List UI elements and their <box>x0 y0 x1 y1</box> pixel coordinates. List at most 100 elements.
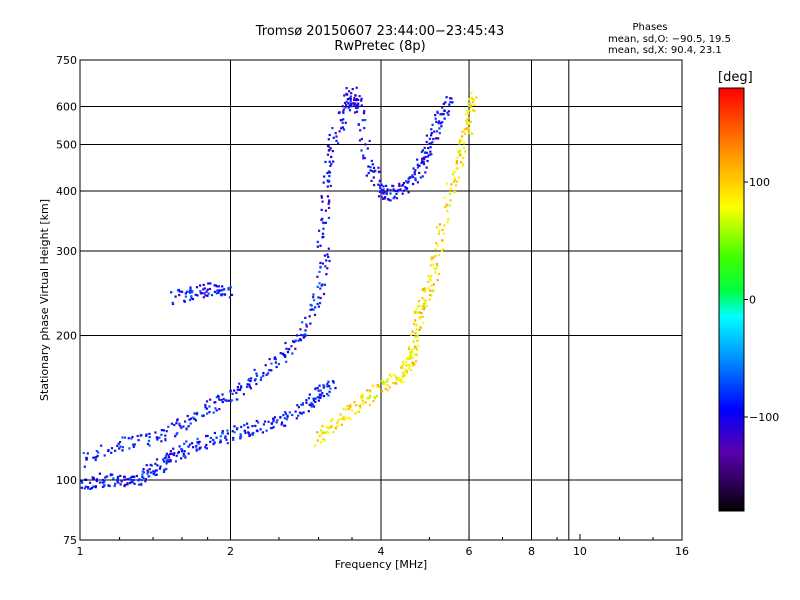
data-point <box>213 284 216 287</box>
data-point <box>204 294 207 297</box>
data-point <box>297 406 300 409</box>
data-point <box>448 103 451 106</box>
data-point <box>425 166 428 169</box>
data-point <box>354 404 358 407</box>
data-point <box>417 344 420 347</box>
data-point <box>84 485 87 488</box>
data-point <box>338 111 341 115</box>
data-point <box>440 125 443 128</box>
data-point <box>305 323 308 326</box>
data-point <box>322 227 325 230</box>
data-point <box>420 312 423 315</box>
data-point <box>310 405 313 408</box>
data-point <box>246 422 249 425</box>
data-point <box>341 121 344 124</box>
data-point <box>202 296 205 299</box>
data-point <box>445 203 448 206</box>
data-point <box>255 419 258 423</box>
data-point <box>285 360 288 363</box>
data-point <box>269 427 273 430</box>
data-point <box>95 478 98 481</box>
data-point <box>322 431 325 434</box>
data-point <box>218 289 221 292</box>
data-point <box>209 436 212 440</box>
data-point <box>450 97 453 100</box>
data-point <box>309 322 312 325</box>
data-point <box>364 401 367 404</box>
data-point <box>259 428 262 431</box>
data-point <box>238 388 242 391</box>
data-point <box>415 307 418 310</box>
data-point <box>453 179 457 182</box>
data-point <box>404 374 407 377</box>
data-point <box>368 394 372 398</box>
data-point <box>81 481 84 484</box>
data-point <box>297 414 300 417</box>
data-point <box>255 382 258 386</box>
data-point <box>455 184 458 187</box>
data-point <box>230 293 234 296</box>
data-point <box>434 248 437 251</box>
data-point <box>331 380 335 383</box>
data-point <box>447 113 450 116</box>
data-point <box>270 422 273 425</box>
data-point <box>371 163 374 166</box>
data-point <box>330 424 334 427</box>
data-point <box>414 177 417 180</box>
data-point <box>83 465 86 468</box>
data-point <box>428 142 431 145</box>
data-point <box>116 480 119 483</box>
data-point <box>139 434 142 437</box>
data-point <box>435 267 438 270</box>
data-point <box>442 102 445 105</box>
data-point <box>316 386 319 390</box>
data-point <box>402 363 405 366</box>
data-point <box>320 195 323 198</box>
data-point <box>405 370 408 373</box>
data-point <box>86 452 89 455</box>
data-point <box>155 469 158 472</box>
data-point <box>462 164 465 167</box>
data-point <box>191 298 195 301</box>
data-point <box>319 296 322 300</box>
data-point <box>317 296 320 299</box>
data-point <box>395 379 398 382</box>
data-point <box>205 290 208 293</box>
data-point <box>318 270 321 273</box>
data-point <box>196 441 199 444</box>
data-point <box>80 486 83 489</box>
data-point <box>468 102 471 105</box>
data-point <box>352 102 355 105</box>
data-point <box>221 432 224 435</box>
data-point <box>174 435 177 438</box>
data-point <box>174 460 177 463</box>
data-point <box>421 305 424 308</box>
data-point <box>101 481 104 484</box>
data-point <box>337 142 340 145</box>
data-point <box>128 447 131 450</box>
data-point <box>469 105 472 108</box>
data-point <box>348 97 351 100</box>
data-point <box>255 372 258 375</box>
data-point <box>299 328 302 331</box>
data-point <box>218 408 221 411</box>
data-point <box>380 183 383 186</box>
data-point <box>282 354 285 357</box>
data-point <box>466 112 470 115</box>
data-point <box>220 293 223 296</box>
data-point <box>349 403 352 407</box>
data-point <box>310 401 313 405</box>
data-point <box>344 106 347 109</box>
data-point <box>217 291 220 294</box>
data-point <box>374 169 377 172</box>
data-point <box>456 156 459 159</box>
data-point <box>92 485 95 488</box>
data-point <box>121 446 124 449</box>
data-point <box>204 403 207 407</box>
data-point <box>387 198 390 201</box>
data-point <box>117 481 120 484</box>
data-point <box>274 361 277 364</box>
data-point <box>397 189 400 192</box>
data-point <box>372 166 376 169</box>
data-point <box>290 345 293 348</box>
